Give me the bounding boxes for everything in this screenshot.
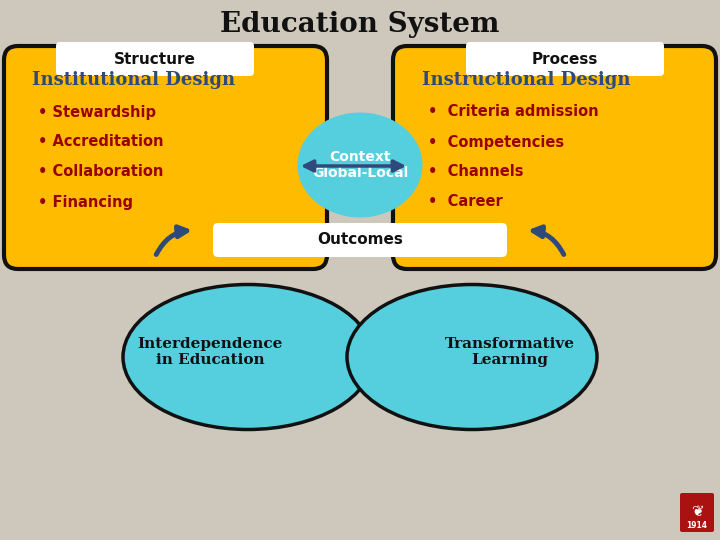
Text: ❦: ❦ <box>690 504 703 519</box>
Text: Process: Process <box>532 51 598 66</box>
Ellipse shape <box>123 285 373 429</box>
FancyBboxPatch shape <box>213 223 507 257</box>
Text: Institutional Design: Institutional Design <box>32 71 235 89</box>
Text: Outcomes: Outcomes <box>317 233 403 247</box>
Text: Instructional Design: Instructional Design <box>422 71 631 89</box>
Text: Transformative
Learning: Transformative Learning <box>445 337 575 367</box>
Ellipse shape <box>297 112 423 218</box>
FancyBboxPatch shape <box>680 493 714 532</box>
Text: 1914: 1914 <box>686 522 708 530</box>
Text: Context
Global-Local: Context Global-Local <box>312 150 408 180</box>
Text: •  Competencies: • Competencies <box>428 134 564 150</box>
Text: •  Channels: • Channels <box>428 165 523 179</box>
Text: Interdependence
in Education: Interdependence in Education <box>138 337 283 367</box>
Text: Structure: Structure <box>114 51 196 66</box>
FancyBboxPatch shape <box>4 46 327 269</box>
Text: • Stewardship: • Stewardship <box>38 105 156 119</box>
FancyBboxPatch shape <box>466 42 664 76</box>
Text: •  Career: • Career <box>428 194 503 210</box>
Text: • Collaboration: • Collaboration <box>38 165 163 179</box>
Text: Education System: Education System <box>220 11 500 38</box>
FancyBboxPatch shape <box>393 46 716 269</box>
Text: • Accreditation: • Accreditation <box>38 134 163 150</box>
Text: •  Criteria admission: • Criteria admission <box>428 105 598 119</box>
Ellipse shape <box>347 285 597 429</box>
FancyBboxPatch shape <box>56 42 254 76</box>
Text: • Financing: • Financing <box>38 194 133 210</box>
